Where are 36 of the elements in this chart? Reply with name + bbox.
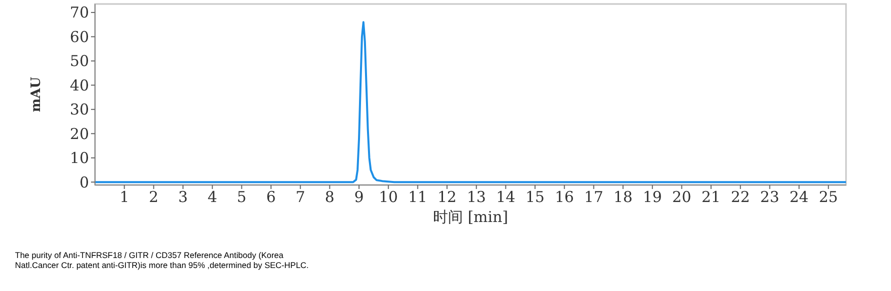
- x-tick-label: 11: [408, 188, 428, 206]
- x-tick-label: 3: [178, 188, 188, 206]
- y-tick-label: 40: [70, 76, 89, 94]
- x-tick-label: 13: [466, 188, 486, 206]
- x-tick-label: 4: [208, 188, 218, 206]
- x-tick-label: 6: [266, 188, 276, 206]
- x-axis-title: 时间 [min]: [432, 208, 508, 226]
- x-tick-label: 24: [790, 188, 809, 206]
- x-tick-label: 10: [378, 188, 398, 206]
- y-tick-label: 10: [70, 149, 89, 168]
- y-tick-label: 0: [79, 173, 89, 192]
- x-tick-label: 15: [525, 188, 545, 206]
- x-tick-label: 22: [730, 188, 750, 206]
- y-tick-label: 30: [70, 100, 89, 119]
- y-axis-title: mAU: [29, 76, 44, 112]
- y-tick-label: 60: [70, 28, 89, 46]
- x-tick-label: 1: [120, 188, 130, 206]
- y-tick-label: 20: [70, 124, 89, 143]
- x-tick-label: 2: [148, 188, 158, 206]
- x-tick-label: 25: [818, 188, 838, 206]
- x-tick-label: 20: [672, 188, 692, 206]
- x-tick-label: 14: [496, 188, 516, 206]
- y-tick-label: 70: [70, 4, 89, 22]
- text: The purity of Anti-TNFRSF18 / GITR / CD357 Reference Antibody (Korea Natl.Cancer Ctr. patent anti-GITR)is more than 95% ,determined by SEC-HPLC.: [15, 250, 310, 270]
- x-tick-label: 7: [296, 188, 306, 206]
- x-tick-label: 9: [354, 188, 364, 206]
- y-tick-label: 50: [70, 52, 89, 70]
- x-tick-label: 17: [584, 188, 604, 206]
- x-tick-label: 19: [642, 188, 662, 206]
- x-tick-label: 8: [324, 188, 334, 206]
- x-tick-label: 21: [702, 188, 721, 206]
- x-tick-label: 23: [760, 188, 780, 206]
- x-tick-label: 16: [554, 188, 574, 206]
- x-tick-label: 18: [614, 188, 633, 206]
- x-tick-label: 12: [437, 188, 457, 206]
- x-tick-label: 5: [236, 188, 246, 206]
